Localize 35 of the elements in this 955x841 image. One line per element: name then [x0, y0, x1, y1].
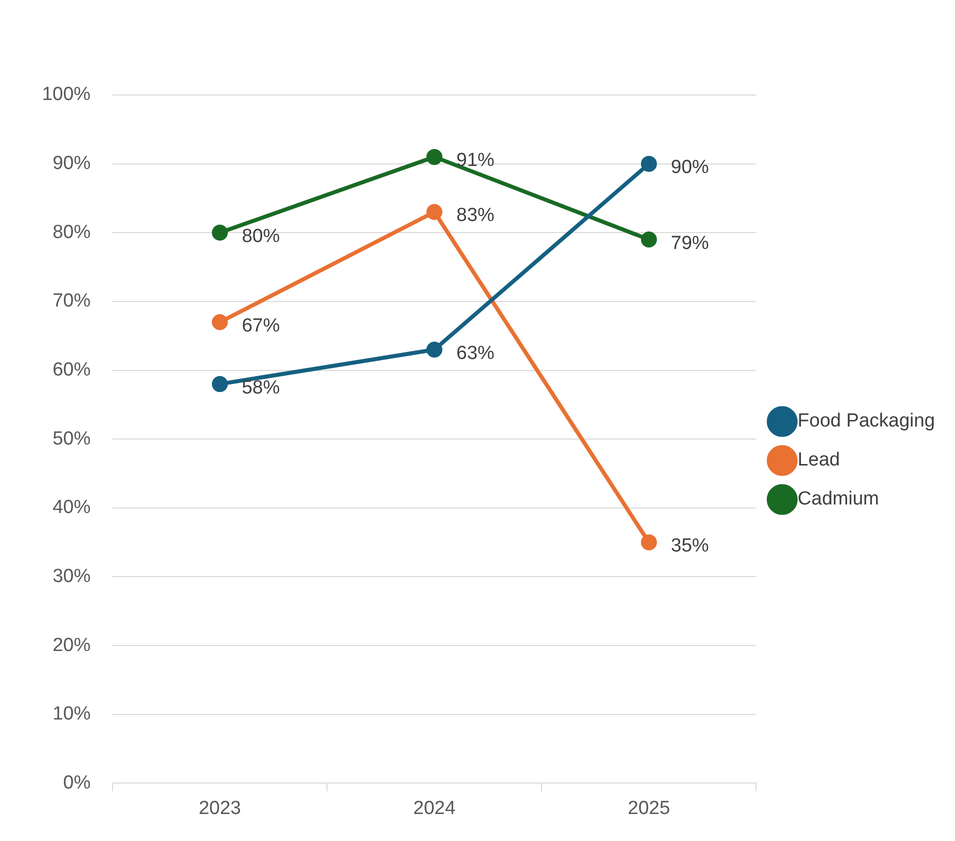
data-label: 79%	[670, 232, 710, 254]
y-tick-label: 90%	[52, 153, 91, 174]
y-tick-label: 60%	[52, 360, 91, 381]
y-tick-label: 20%	[52, 634, 91, 656]
y-tick-label: 80%	[52, 222, 91, 243]
y-tick-label: 70%	[52, 290, 91, 312]
point	[640, 534, 657, 550]
data-label: 80%	[242, 226, 280, 247]
point	[212, 376, 228, 392]
data-label: 35%	[670, 536, 710, 557]
y-tick-label: 50%	[52, 428, 91, 450]
x-tick-label: 2024	[413, 798, 456, 819]
x-tick-label: 2023	[198, 798, 241, 819]
point	[212, 314, 228, 330]
data-label: 91%	[456, 150, 495, 172]
point	[212, 224, 228, 241]
point	[426, 342, 442, 358]
legend-label: Food Packaging	[798, 410, 936, 432]
data-label: 67%	[242, 315, 280, 336]
y-tick-label: 0%	[63, 772, 91, 794]
point	[640, 156, 657, 172]
point	[640, 232, 657, 248]
x-tick-label: 2025	[628, 798, 670, 819]
point	[426, 204, 442, 220]
data-label: 58%	[242, 377, 280, 398]
data-label: 83%	[456, 205, 495, 226]
data-label: 63%	[456, 342, 495, 364]
legend-label: Cadmium	[798, 488, 879, 510]
y-tick-label: 100%	[42, 84, 91, 106]
y-tick-label: 30%	[52, 566, 91, 587]
point	[426, 148, 442, 165]
y-tick-label: 40%	[52, 497, 91, 518]
data-label: 90%	[670, 157, 710, 178]
y-tick-label: 10%	[52, 704, 91, 725]
legend-label: Lead	[798, 450, 840, 471]
